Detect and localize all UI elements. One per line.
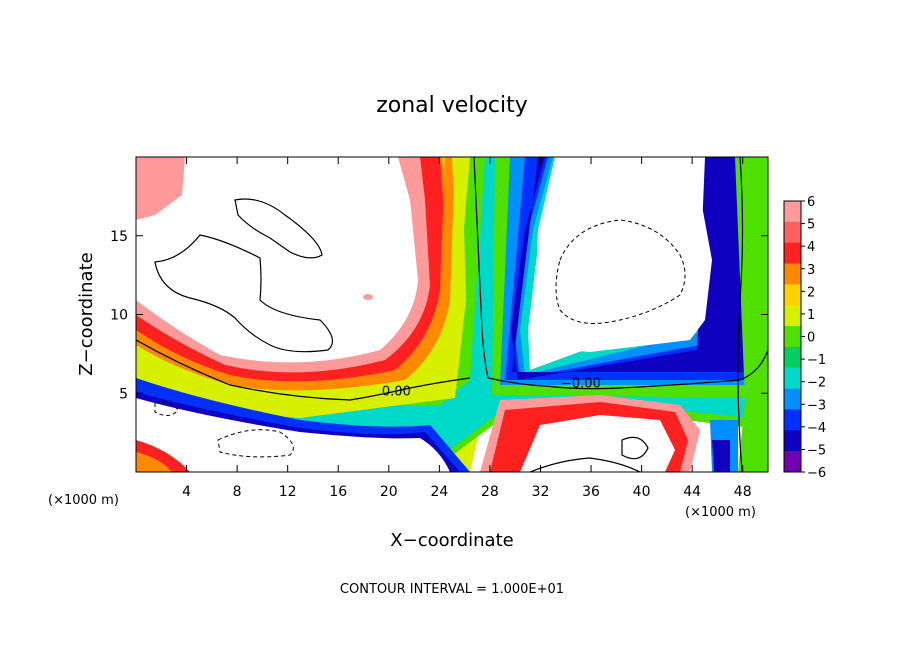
x-tick-label: 8 [233,484,242,500]
field-right-navy-column [712,440,730,472]
y-tick-label: 5 [119,386,128,402]
colorbar-swatch [784,284,801,306]
contour-dashed-topright [555,219,686,324]
colorbar-tick-label: −5 [807,443,826,458]
chart-title: zonal velocity [376,93,528,118]
colorbar-swatch [784,242,801,265]
field-corner-orange [136,452,172,472]
x-tick-label: 32 [532,484,550,500]
contour-upper-left-loop [234,198,323,259]
colorbar-tick-label: −2 [807,376,826,391]
y-tick-label: 10 [110,308,128,324]
x-tick-label: 20 [380,484,398,500]
contour-lower-middle [529,457,641,472]
field-small-blob [363,294,373,300]
contour-zero-lower-left [136,339,471,401]
field-topleft-pink [136,157,185,220]
x-tick-label: 16 [329,484,347,500]
colorbar-swatch [784,221,801,244]
colorbar-swatch [784,409,801,431]
x-tick-label: 40 [633,484,651,500]
colorbar-tick-label: −3 [807,398,826,413]
contour-right-column [737,157,744,472]
x-tick-label: 4 [182,484,191,500]
colorbar-tick-label: −4 [807,421,826,436]
contour-interval-note: CONTOUR INTERVAL = 1.000E+01 [340,582,564,597]
contour-label: −0.00 [561,376,601,391]
contour-lower-right-loop [621,436,649,460]
x-tick-label: 12 [279,484,297,500]
x-tick-label: 44 [683,484,701,500]
colorbar-tick-label: −6 [807,466,826,481]
field-lowleft-white [136,398,450,472]
x-tick-label: 48 [734,484,752,500]
x-tick-label: 36 [582,484,600,500]
colorbar-swatch [784,388,801,410]
colorbar-tick-label: 5 [807,218,815,233]
colorbar-swatch [784,305,801,327]
field-right-green-column [735,157,768,472]
field-lower-white [520,415,675,472]
y-axis-label: Z−coordinate [76,252,97,375]
colorbar-tick-label: 6 [807,195,815,210]
solid-contours [136,157,768,472]
colorbar-swatch [784,263,801,285]
x-ticks: 4 8 12 16 20 24 28 32 36 40 44 48 [182,157,752,500]
colorbar-swatch [784,346,801,369]
field-topright-white [535,157,712,352]
colorbar-swatch [784,451,801,473]
colorbar-tick-label: 0 [807,331,815,346]
colorbar-swatch [784,430,801,452]
x-tick-label: 28 [481,484,499,500]
colorbar: 6 5 4 3 2 1 0 −1 −2 −3 −4 −5 −6 [783,195,826,481]
colorbar-tick-label: 2 [807,285,815,300]
x-unit-left: (×1000 m) [48,493,119,508]
colorbar-tick-label: 3 [807,263,815,278]
contour-zero-right [487,349,768,390]
colorbar-swatch [784,326,801,348]
field-green-band [136,157,768,472]
colorbar-tick-label: 4 [807,240,815,255]
dashed-contours [154,219,686,458]
colorbar-swatch [784,201,801,223]
contour-labels: 0.00 −0.00 [382,376,601,399]
y-tick-label: 15 [110,229,128,245]
colorbar-tick-label: 1 [807,308,815,323]
colorbar-swatch [784,367,801,390]
contour-jet-vertical [473,157,489,379]
velocity-field [136,157,768,472]
x-unit-right: (×1000 m) [685,505,756,520]
contour-label: 0.00 [382,384,411,399]
x-tick-label: 24 [430,484,448,500]
contour-upper-left-outline [154,234,334,353]
colorbar-tick-label: −1 [807,353,826,368]
contour-dashed-small [154,401,179,416]
field-jet-right-navy [511,157,768,380]
y-ticks: 5 10 15 [110,229,768,402]
x-axis-label: X−coordinate [390,530,513,551]
